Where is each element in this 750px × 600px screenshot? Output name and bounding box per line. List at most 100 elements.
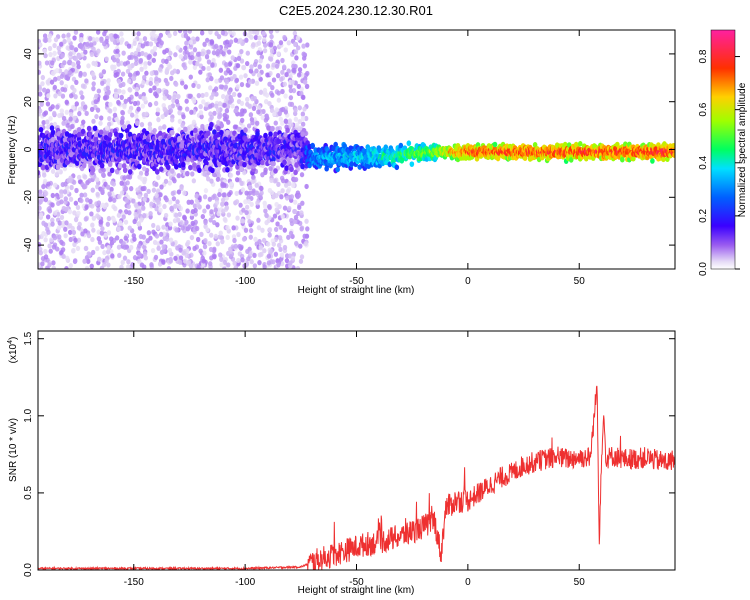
spectrogram-cell bbox=[297, 118, 303, 125]
spectrogram-cell bbox=[65, 255, 70, 261]
spectrogram-cell bbox=[42, 33, 48, 39]
spectrogram-cell bbox=[161, 224, 166, 230]
spectrogram-cell bbox=[226, 212, 232, 218]
spectrogram-cell bbox=[150, 247, 156, 254]
spectrogram-cell bbox=[224, 108, 230, 114]
spectrogram-cell bbox=[73, 217, 79, 223]
spectrogram-cell bbox=[108, 101, 113, 108]
spectrogram-cell bbox=[127, 210, 132, 216]
spectrogram-cell bbox=[191, 119, 197, 125]
spectrogram-cell bbox=[275, 221, 280, 227]
spectrogram-cell bbox=[279, 76, 284, 82]
spectrogram-cell bbox=[59, 41, 64, 47]
spectrogram-cell bbox=[154, 70, 159, 76]
spectrogram-cell bbox=[139, 217, 144, 223]
spectrogram-cell bbox=[43, 254, 49, 260]
spectrogram-cell bbox=[245, 248, 250, 255]
spectrogram-cell bbox=[298, 125, 303, 131]
spectrogram-cell bbox=[163, 212, 169, 219]
spectrogram-cell bbox=[93, 132, 99, 138]
spectrogram-cell bbox=[91, 81, 96, 87]
spectrogram-cell bbox=[126, 203, 131, 210]
spectrogram-cell bbox=[52, 210, 58, 216]
spectrogram-cell bbox=[218, 252, 223, 258]
spectrogram-cell bbox=[304, 183, 309, 190]
spectrogram-cell bbox=[132, 100, 138, 107]
spectrogram-cell bbox=[61, 120, 66, 126]
spectrogram-cell bbox=[299, 172, 305, 178]
spectrogram-cell bbox=[287, 118, 293, 124]
spectrogram-cell bbox=[100, 243, 105, 250]
spectrogram-cell bbox=[76, 237, 82, 243]
spectrogram-cell bbox=[98, 120, 103, 126]
spectrogram-cell bbox=[224, 79, 230, 85]
spectrogram-cell bbox=[292, 199, 298, 205]
spectrogram-cell bbox=[300, 131, 305, 137]
spectrogram-cell bbox=[167, 32, 172, 39]
spectrogram-cell bbox=[127, 63, 132, 70]
spectrogram-cell bbox=[225, 234, 230, 240]
spectrogram-cell bbox=[206, 176, 211, 182]
spectrogram-cell bbox=[62, 166, 68, 172]
spectrogram-cell bbox=[272, 178, 278, 184]
spectrogram-cell bbox=[187, 224, 192, 230]
spectrogram-cell bbox=[269, 177, 274, 184]
spectrogram-cell bbox=[280, 69, 285, 75]
spectrogram-cell bbox=[280, 57, 285, 64]
spectrogram-cell bbox=[235, 215, 240, 221]
spectrogram-cell bbox=[45, 214, 51, 220]
spectrogram-cell bbox=[271, 241, 277, 247]
spectrogram-cell bbox=[278, 224, 283, 230]
spectrogram-cell bbox=[196, 265, 201, 269]
spectrogram-cell bbox=[99, 115, 104, 121]
spectrogram-cell bbox=[251, 105, 257, 112]
spectrogram-cell bbox=[43, 110, 49, 116]
spectrogram-cell bbox=[225, 104, 231, 110]
spectrogram-cell bbox=[219, 75, 225, 81]
spectrogram-cell bbox=[251, 174, 256, 180]
spectrogram-cell bbox=[194, 225, 200, 232]
spectrogram-cell bbox=[63, 233, 68, 239]
spectrogram-cell bbox=[156, 117, 161, 123]
spectrogram-cell bbox=[138, 233, 144, 240]
spectrogram-cell bbox=[157, 66, 163, 72]
spectrogram-cell bbox=[293, 107, 298, 113]
spectrogram-cell bbox=[122, 255, 128, 261]
spectrogram-cell bbox=[289, 101, 295, 107]
spectrogram-cell bbox=[79, 197, 84, 204]
spectrogram-cell bbox=[152, 85, 157, 91]
spectrogram-cell bbox=[55, 164, 61, 170]
spectrogram-cell bbox=[47, 37, 52, 43]
spectrogram-cell bbox=[233, 265, 238, 269]
spectrogram-cell bbox=[251, 42, 256, 48]
spectrogram-cell bbox=[56, 45, 61, 51]
spectrogram-cell bbox=[73, 56, 79, 62]
spectrogram-cell bbox=[137, 243, 142, 249]
spectrogram-cell bbox=[282, 227, 288, 233]
spectrogram-cell bbox=[190, 208, 196, 215]
spectrogram-cell bbox=[164, 47, 170, 54]
spectrogram-cell bbox=[293, 169, 298, 176]
spectrogram-cell bbox=[38, 205, 42, 211]
spectrogram-cell bbox=[213, 43, 219, 49]
spectrogram-cell bbox=[49, 60, 55, 66]
spectrogram-cell bbox=[227, 61, 233, 67]
spectrogram-cell bbox=[151, 187, 157, 193]
spectrogram-cell bbox=[286, 40, 292, 46]
spectrogram-cell bbox=[192, 162, 197, 168]
spectrogram-cell bbox=[191, 39, 197, 45]
spectrogram-cell bbox=[292, 30, 298, 36]
spectrogram-cell bbox=[163, 89, 168, 95]
spectrogram-cell bbox=[64, 220, 69, 226]
spectrogram-cell bbox=[150, 49, 155, 55]
spectrogram-cell bbox=[86, 233, 92, 239]
spectrogram-cell bbox=[50, 70, 56, 76]
spectrogram-cell bbox=[239, 100, 245, 106]
spectrogram-cell bbox=[212, 254, 217, 260]
spectrogram-cell bbox=[112, 39, 118, 45]
spectrogram-cell bbox=[195, 51, 201, 57]
spectrogram-cell bbox=[293, 214, 299, 220]
spectrogram-cell bbox=[188, 263, 194, 269]
spectrogram-cell bbox=[185, 208, 190, 214]
spectrogram-cell bbox=[63, 196, 68, 202]
